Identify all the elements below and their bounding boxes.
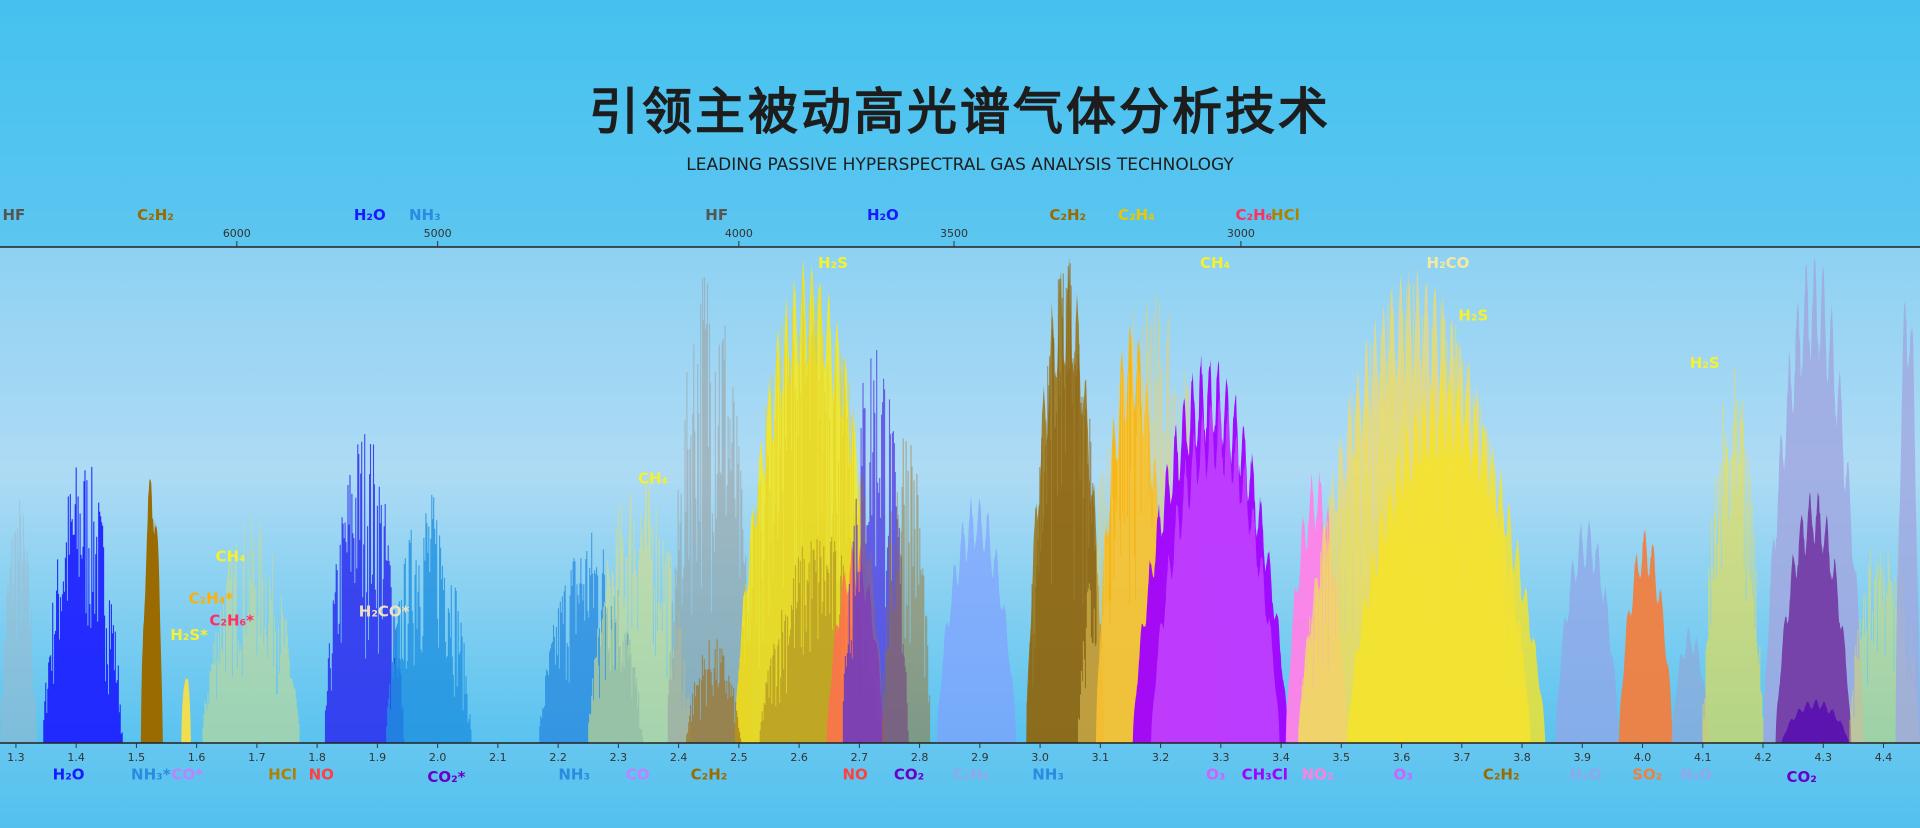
subtitle: LEADING PASSIVE HYPERSPECTRAL GAS ANALYS…: [686, 155, 1234, 175]
tick-label: 3.0: [1031, 751, 1049, 764]
absorption-band: [1781, 699, 1849, 744]
absorption-band: [140, 478, 163, 744]
gas-label: O₃: [1393, 766, 1412, 784]
gas-label: NH₃: [558, 766, 590, 784]
tick-label: 1.5: [128, 751, 146, 764]
tick-label: 2.2: [549, 751, 567, 764]
gas-label: NO: [842, 766, 867, 784]
tick-label: 3.9: [1574, 751, 1592, 764]
tick-label: 4.3: [1815, 751, 1833, 764]
gas-label: C₂H₂: [691, 766, 728, 784]
tick-label: 3.3: [1212, 751, 1230, 764]
gas-label: NH₃: [409, 206, 441, 224]
gas-label: C₂H₆: [953, 766, 990, 784]
gas-label: C₂H₆*: [209, 611, 254, 629]
gas-label: HCl: [1271, 206, 1300, 224]
tick-label: 4000: [725, 227, 753, 240]
gas-label: NH₃: [1032, 766, 1064, 784]
absorption-band: [1618, 529, 1673, 744]
tick-label: 4.4: [1875, 751, 1893, 764]
tick-label: 3.7: [1453, 751, 1471, 764]
gas-label: HCl: [268, 766, 297, 784]
gas-label: C₂H₂: [1049, 206, 1086, 224]
gas-label: CH₄: [216, 548, 246, 566]
gas-label: H₂O: [354, 206, 386, 224]
gas-label: NO₂: [1302, 766, 1334, 784]
gas-label: C₂H₂: [1483, 766, 1520, 784]
tick-label: 1.7: [248, 751, 266, 764]
gas-label: H₂S: [818, 254, 848, 272]
tick-label: 1.9: [369, 751, 387, 764]
tick-label: 4.2: [1754, 751, 1772, 764]
absorption-band: [1555, 520, 1619, 744]
tick-label: 3.2: [1152, 751, 1170, 764]
gas-label: CH₄: [1200, 254, 1230, 272]
absorption-band: [1671, 627, 1710, 744]
gas-label: H₂S: [1458, 306, 1488, 324]
gas-label: CH₃Cl: [1242, 766, 1288, 784]
gas-label: CO₂*: [427, 768, 465, 786]
absorption-band: [1895, 300, 1920, 744]
gas-label: H₂S*: [170, 626, 208, 644]
gas-label: NO: [309, 766, 334, 784]
gas-label: H₂CO: [1427, 254, 1470, 272]
absorption-lines: [0, 499, 37, 744]
gas-label: C₂H₄: [1118, 206, 1155, 224]
gas-label: HF: [705, 206, 728, 224]
tick-label: 3.6: [1393, 751, 1411, 764]
absorption-band: [181, 678, 192, 744]
absorption-band: [1346, 371, 1546, 744]
tick-label: 1.8: [308, 751, 326, 764]
gas-label: CO₂: [1787, 768, 1817, 786]
tick-label: 2.5: [730, 751, 748, 764]
title: 引领主被动高光谱气体分析技术: [589, 83, 1331, 141]
tick-label: 3.8: [1513, 751, 1531, 764]
gas-label: C₂H₆: [1236, 206, 1273, 224]
gas-label: H₂S: [1690, 354, 1720, 372]
gas-label: C₂H₄*: [189, 589, 234, 607]
gas-label: C₂H₂: [137, 206, 174, 224]
tick-label: 2.4: [670, 751, 688, 764]
tick-label: 1.3: [7, 751, 25, 764]
tick-label: 2.0: [429, 751, 447, 764]
tick-label: 3000: [1227, 227, 1255, 240]
tick-label: 1.6: [188, 751, 206, 764]
tick-label: 3.5: [1333, 751, 1351, 764]
tick-label: 2.9: [971, 751, 989, 764]
tick-label: 2.6: [790, 751, 808, 764]
tick-label: 2.3: [610, 751, 628, 764]
tick-label: 2.1: [489, 751, 507, 764]
tick-label: 4.1: [1694, 751, 1712, 764]
absorption-band: [936, 496, 1017, 744]
gas-label: CO*: [171, 766, 203, 784]
tick-label: 2.8: [911, 751, 929, 764]
tick-label: 4.0: [1634, 751, 1652, 764]
gas-label: CO: [626, 766, 650, 784]
gas-label: HF: [2, 206, 25, 224]
gas-label: H₂CO*: [359, 603, 410, 621]
gas-label: CH₄: [638, 469, 668, 487]
gas-label: H₂O: [53, 766, 85, 784]
tick-label: 5000: [424, 227, 452, 240]
absorption-band: [1151, 396, 1280, 744]
gas-label: NH₃*: [131, 766, 171, 784]
tick-label: 6000: [223, 227, 251, 240]
tick-label: 3.4: [1272, 751, 1290, 764]
gas-label: H₂O: [867, 206, 899, 224]
tick-label: 3.1: [1092, 751, 1110, 764]
tick-label: 2.7: [851, 751, 869, 764]
tick-label: 1.4: [67, 751, 85, 764]
gas-label: H₂O: [1570, 766, 1602, 784]
tick-label: 3500: [940, 227, 968, 240]
gas-label: N₂O: [1680, 766, 1712, 784]
gas-label: SO₂: [1632, 766, 1662, 784]
gas-label: CO₂: [894, 766, 924, 784]
gas-label: O₃: [1206, 766, 1225, 784]
absorption-band: [1775, 491, 1852, 744]
